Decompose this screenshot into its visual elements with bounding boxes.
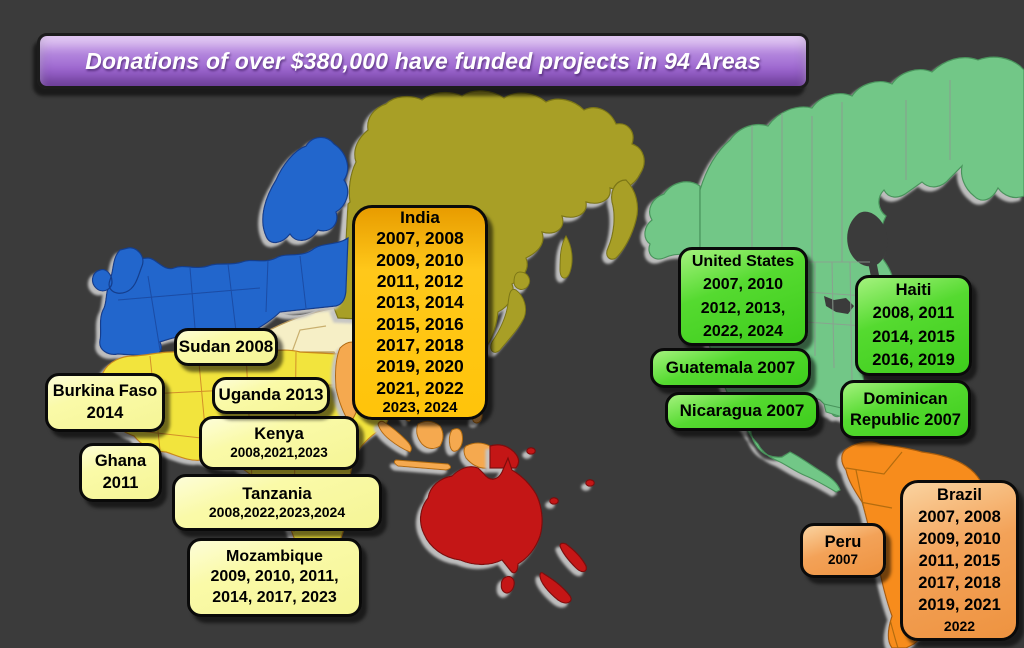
callout-line: 2011, 2015 xyxy=(918,552,1001,571)
callout-line: 2011, 2012 xyxy=(376,271,464,292)
callout-line: Uganda 2013 xyxy=(218,385,324,405)
callout-line: United States xyxy=(691,253,795,271)
map-japan xyxy=(490,271,531,353)
map-tasmania xyxy=(500,575,515,594)
callout-mozambique: Mozambique 2009, 2010, 2011, 2014, 2017, 2… xyxy=(187,538,362,617)
callout-line: 2016, 2019 xyxy=(872,350,955,369)
map-region-australia-oceania xyxy=(419,444,595,604)
callout-haiti: Haiti 2008, 2011 2014, 2015 2016, 2019 xyxy=(855,275,972,376)
callout-line: 2009, 2010 xyxy=(918,530,1001,549)
callout-line: 2023, 2024 xyxy=(382,399,458,417)
callout-dominican-republic: Dominican Republic 2007 xyxy=(840,380,971,439)
map-pacific-islands xyxy=(526,447,595,505)
callout-kenya: Kenya 2008,2021,2023 xyxy=(199,416,359,470)
callout-line: 2008, 2011 xyxy=(872,304,955,323)
callout-line: 2011 xyxy=(102,473,139,492)
callout-tanzania: Tanzania 2008,2022,2023,2024 xyxy=(172,474,382,531)
callout-line: 2015, 2016 xyxy=(376,313,464,334)
callout-line: 2017, 2018 xyxy=(918,574,1001,593)
map-hudson-bay xyxy=(847,211,888,282)
callout-line: 2007, 2010 xyxy=(702,276,784,294)
callout-line: 2007 xyxy=(827,552,859,568)
callout-line: 2014, 2015 xyxy=(872,327,955,346)
callout-line: 2019, 2020 xyxy=(376,356,464,377)
callout-guatemala: Guatemala 2007 xyxy=(650,348,811,388)
callout-line: 2014 xyxy=(86,403,124,422)
callout-line: Guatemala 2007 xyxy=(665,357,796,377)
callout-brazil: Brazil 2007, 2008 2009, 2010 2011, 2015 2017… xyxy=(900,480,1019,641)
callout-india: India 2007, 2008 2009, 2010 2011, 2012 2013,… xyxy=(352,205,488,420)
map-great-lakes xyxy=(824,296,854,314)
callout-line: Brazil xyxy=(937,486,982,505)
callout-line: India xyxy=(400,207,440,227)
callout-nicaragua: Nicaragua 2007 xyxy=(665,392,819,431)
map-borneo xyxy=(416,420,444,450)
callout-line: Mozambique xyxy=(226,548,323,566)
map-west-papua xyxy=(463,442,491,469)
map-scandinavia xyxy=(262,136,349,244)
callout-line: 2022 xyxy=(943,618,976,634)
callout-line: Kenya xyxy=(254,425,304,444)
map-png xyxy=(489,444,520,469)
map-sakhalin xyxy=(559,235,573,279)
callout-line: Burkina Faso xyxy=(52,382,158,401)
map-region-europe xyxy=(91,136,349,358)
callout-line: Dominican xyxy=(863,389,948,408)
callout-line: 2012, 2013, xyxy=(700,299,786,317)
callout-line: Haiti xyxy=(895,280,932,299)
callout-line: 2008,2022,2023,2024 xyxy=(208,503,346,520)
callout-line: 2019, 2021 xyxy=(918,596,1001,615)
map-australia xyxy=(419,456,543,574)
map-sulawesi xyxy=(448,428,463,452)
map-british-isles xyxy=(91,247,144,294)
callout-line: 2009, 2010 xyxy=(376,249,464,270)
callout-line: 2007, 2008 xyxy=(918,508,1001,527)
callout-line: 2021, 2022 xyxy=(376,377,464,398)
callout-line: 2014, 2017, 2023 xyxy=(212,588,337,606)
callout-line: Ghana xyxy=(94,452,147,471)
map-europe-borders xyxy=(117,255,307,351)
callout-uganda: Uganda 2013 xyxy=(212,377,330,414)
callout-line: Peru xyxy=(824,532,862,551)
callout-line: Sudan 2008 xyxy=(178,336,274,356)
callout-line: Tanzania xyxy=(242,484,312,503)
callout-united-states: United States 2007, 2010 2012, 2013, 2022, … xyxy=(678,247,808,346)
map-java xyxy=(393,459,452,471)
callout-line: 2009, 2010, 2011, xyxy=(210,568,339,586)
map-new-zealand xyxy=(539,542,587,604)
callout-peru: Peru 2007 xyxy=(800,523,886,578)
callout-ghana: Ghana 2011 xyxy=(79,443,162,502)
callout-line: Nicaragua 2007 xyxy=(679,401,805,421)
map-sumatra xyxy=(377,420,412,453)
map-kamchatka xyxy=(606,179,639,260)
callout-line: 2017, 2018 xyxy=(376,335,464,356)
callout-line: 2007, 2008 xyxy=(376,228,464,249)
callout-line: Republic 2007 xyxy=(850,410,961,429)
map-alaska xyxy=(644,181,701,260)
banner-title-text: Donations of over $380,000 have funded p… xyxy=(85,47,761,74)
callout-sudan: Sudan 2008 xyxy=(174,328,278,366)
callout-line: 2013, 2014 xyxy=(376,292,464,313)
title-banner: Donations of over $380,000 have funded p… xyxy=(37,33,809,89)
callout-line: 2008,2021,2023 xyxy=(230,444,328,460)
callout-line: 2022, 2024 xyxy=(702,322,784,340)
callout-burkina-faso: Burkina Faso 2014 xyxy=(45,373,165,432)
